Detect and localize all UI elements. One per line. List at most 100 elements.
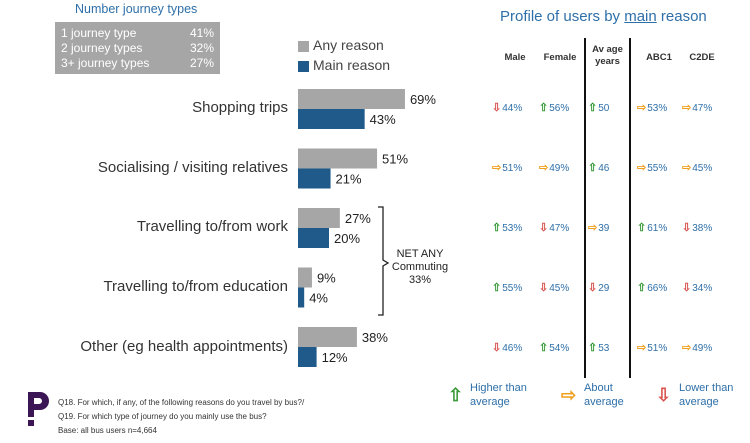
profile-value: 29 (598, 283, 610, 294)
profile-value: 44% (502, 103, 523, 114)
logo-icon (28, 392, 49, 426)
journey-type-label: 3+ journey types (61, 56, 150, 70)
category-label: Socialising / visiting relatives (97, 159, 288, 176)
profile-cell: ⇧53% (492, 221, 522, 234)
trend-up-icon: ⇧ (637, 282, 647, 294)
profile-value: 46 (598, 163, 610, 174)
profile-value: 53 (598, 343, 610, 354)
bar-any-reason (298, 327, 357, 347)
col-header-male: Male (504, 52, 526, 63)
profile-title-pre: Profile of users by (500, 8, 625, 25)
bar-value-label: 4% (309, 291, 328, 306)
col-header-female: Female (543, 52, 577, 63)
profile-value: 45% (692, 163, 713, 174)
trend-eq-icon: ⇨ (637, 162, 647, 174)
profile-value: 45% (549, 283, 570, 294)
profile-title-main: main (624, 8, 657, 25)
trend-down-icon: ⇩ (682, 222, 692, 234)
category-label: Travelling to/from work (136, 218, 288, 235)
journey-type-row: 2 journey types 32% (61, 41, 214, 55)
bar-any-reason (298, 267, 312, 288)
profile-value: 66% (647, 283, 668, 294)
profile-cell: ⇧56% (539, 101, 569, 114)
profile-cell: ⇧54% (539, 341, 569, 354)
bar-main-reason (298, 168, 331, 189)
trend-eq-icon: ⇨ (682, 162, 692, 174)
profile-cell: ⇧46 (588, 161, 609, 174)
bar-value-label: 69% (410, 92, 436, 107)
trend-up-icon: ⇧ (492, 222, 502, 234)
trend-eq-icon: ⇨ (682, 102, 692, 114)
profile-cell: ⇨55% (637, 161, 667, 174)
category-label: Other (eg health appointments) (80, 338, 288, 355)
bar-main-reason (298, 228, 329, 248)
trend-eq-icon: ⇨ (637, 342, 647, 354)
trend-eq-icon: ⇨ (637, 102, 647, 114)
key-eq-text: About average (584, 381, 624, 409)
profile-value: 54% (549, 343, 570, 354)
key-text-line: average (679, 396, 719, 408)
trend-eq-icon: ⇨ (539, 162, 549, 174)
profile-title: Profile of users by main reason (500, 8, 707, 25)
footnote-base: Base: all bus users n=4,664 (58, 426, 157, 435)
profile-cell: ⇩46% (492, 341, 522, 354)
key-text-line: Lower than (679, 382, 734, 394)
profile-cell: ⇨49% (682, 341, 712, 354)
footnote-q18: Q18. For which, if any, of the following… (58, 398, 305, 407)
key-text-line: average (470, 396, 510, 408)
journey-type-row: 1 journey type 41% (61, 26, 214, 40)
col-header-age: Av age years (592, 44, 623, 67)
col-header-c2de: C2DE (689, 52, 715, 63)
key-up-text: Higher than average (470, 381, 527, 409)
bar-main-reason (298, 347, 317, 367)
key-text-line: average (584, 396, 624, 408)
profile-cell: ⇧61% (637, 221, 667, 234)
profile-value: 47% (549, 223, 570, 234)
trend-up-icon: ⇧ (588, 102, 598, 114)
category-label: Shopping trips (192, 99, 288, 116)
profile-value: 51% (647, 343, 668, 354)
trend-eq-icon: ⇨ (682, 342, 692, 354)
profile-cell: ⇨53% (637, 101, 667, 114)
key-down-text: Lower than average (679, 381, 733, 409)
profile-cell: ⇨39 (588, 221, 609, 234)
legend-swatch-any (298, 41, 309, 52)
profile-cell: ⇨49% (539, 161, 569, 174)
trend-down-icon: ⇩ (588, 282, 598, 294)
key-text-line: Higher than (470, 382, 527, 394)
key-eq-arrow-icon: ⇨ (561, 385, 577, 405)
profile-cell: ⇩29 (588, 281, 609, 294)
bar-main-reason (298, 287, 305, 308)
trend-down-icon: ⇩ (492, 102, 502, 114)
profile-value: 56% (549, 103, 570, 114)
footnote-q19: Q19. For which type of journey do you ma… (58, 412, 267, 421)
profile-cell: ⇨51% (637, 341, 667, 354)
profile-value: 53% (502, 223, 523, 234)
profile-value: 38% (692, 223, 713, 234)
bar-any-reason (298, 89, 405, 109)
journey-type-value: 32% (189, 41, 214, 55)
profile-cell: ⇨47% (682, 101, 712, 114)
commuting-bracket (378, 206, 390, 316)
net-line: Commuting (391, 261, 449, 273)
profile-value: 55% (647, 163, 668, 174)
bar-value-label: 9% (317, 271, 336, 286)
key-down-arrow-icon: ⇩ (656, 385, 672, 405)
trend-up-icon: ⇧ (539, 342, 549, 354)
profile-cell: ⇩45% (539, 281, 569, 294)
journey-type-value: 41% (189, 26, 214, 40)
col-header-abc1: ABC1 (646, 52, 672, 63)
bar-value-label: 21% (336, 172, 362, 187)
journey-type-value: 27% (189, 56, 214, 70)
journey-type-row: 3+ journey types 27% (61, 56, 214, 70)
profile-value: 46% (502, 343, 523, 354)
profile-value: 61% (647, 223, 668, 234)
profile-cell: ⇩44% (492, 101, 522, 114)
journey-type-label: 2 journey types (61, 41, 143, 55)
trend-up-icon: ⇧ (637, 222, 647, 234)
bar-value-label: 20% (334, 231, 360, 246)
profile-value: 49% (549, 163, 570, 174)
legend-swatch-main (298, 61, 309, 72)
profile-cell: ⇧66% (637, 281, 667, 294)
